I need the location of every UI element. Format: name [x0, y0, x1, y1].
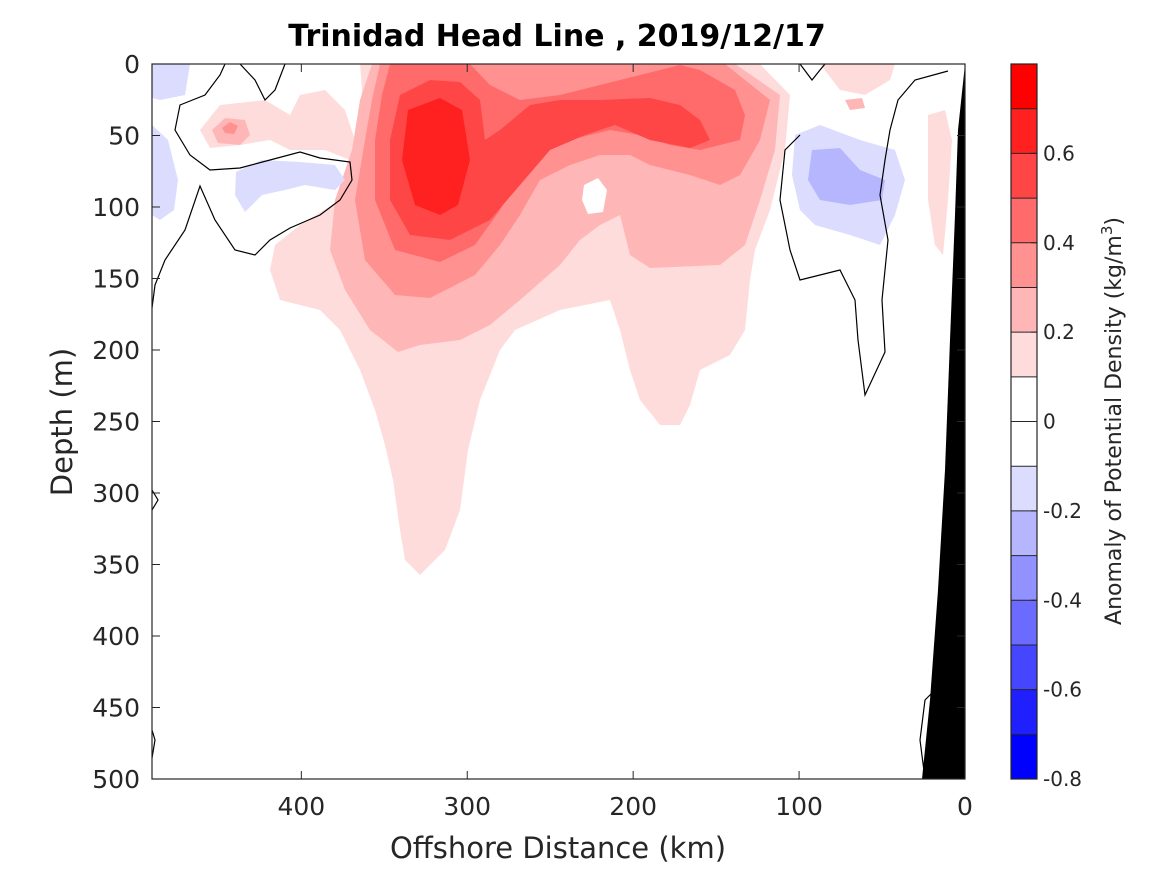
- contour-level-neg0.2-right: [808, 148, 885, 205]
- y-axis-ticks: 0 50 100 150 200 250 300 350 400 450 500: [92, 50, 965, 794]
- contour-level-neg0.1-left-c: [152, 125, 178, 220]
- y-tick-label: 100: [92, 193, 140, 222]
- x-tick-label: 400: [277, 792, 325, 821]
- seafloor-topography: [922, 64, 965, 779]
- colorbar: 0.6 0.4 0.2 0 -0.2 -0.4 -0.6 -0.8: [1010, 63, 1082, 791]
- colorbar-swatch: [1011, 555, 1037, 601]
- contour-level-0.2-patch-b: [845, 98, 865, 110]
- x-tick-label: 200: [609, 792, 657, 821]
- colorbar-swatch: [1011, 600, 1037, 645]
- colorbar-swatch: [1011, 153, 1037, 199]
- y-tick-label: 500: [92, 765, 140, 794]
- contour-level-0.1-upper-right: [820, 64, 895, 95]
- colorbar-swatch: [1011, 734, 1037, 779]
- x-axis-ticks: 400 300 200 100 0: [277, 64, 973, 821]
- colorbar-swatch: [1011, 689, 1037, 735]
- x-tick-label: 300: [443, 792, 491, 821]
- contour-level-0.1-right-patch: [928, 110, 952, 255]
- colorbar-swatch: [1011, 198, 1037, 243]
- colorbar-swatch: [1011, 376, 1037, 422]
- colorbar-tick-label: -0.6: [1043, 678, 1082, 702]
- y-tick-label: 0: [124, 50, 140, 79]
- contour-hole-zero: [582, 178, 607, 214]
- y-tick-label: 250: [92, 408, 140, 437]
- contour-level-neg0.1-left-a: [235, 160, 345, 212]
- colorbar-tick-label: 0.6: [1043, 141, 1075, 165]
- y-tick-label: 300: [92, 479, 140, 508]
- colorbar-swatch: [1011, 421, 1037, 467]
- x-tick-label: 100: [775, 792, 823, 821]
- y-axis-label: Depth (m): [45, 348, 79, 496]
- contour-level-0.6: [402, 98, 470, 215]
- colorbar-swatch: [1011, 242, 1037, 288]
- colorbar-label-superscript: 3: [1098, 226, 1116, 236]
- y-tick-label: 450: [92, 694, 140, 723]
- colorbar-tick-label: -0.2: [1043, 499, 1082, 523]
- colorbar-label-main: Anomaly of Potential Density (kg/m: [1102, 235, 1127, 625]
- y-tick-label: 150: [92, 265, 140, 294]
- colorbar-tick-label: -0.8: [1043, 767, 1082, 791]
- contour-level-0.5: [390, 80, 710, 240]
- colorbar-label-suffix: ): [1102, 217, 1127, 226]
- x-axis-label: Offshore Distance (km): [390, 831, 726, 865]
- colorbar-tick-label: 0.2: [1043, 320, 1075, 344]
- contour-level-neg0.1-left-b: [152, 64, 190, 100]
- contour-fill-layer: [152, 64, 965, 779]
- colorbar-swatch: [1011, 510, 1037, 556]
- colorbar-label: Anomaly of Potential Density (kg/m3): [1098, 217, 1127, 625]
- y-tick-label: 350: [92, 551, 140, 580]
- colorbar-swatch: [1011, 332, 1037, 377]
- colorbar-swatch: [1011, 64, 1037, 109]
- plot-area: [151, 63, 966, 780]
- colorbar-tick-label: 0.4: [1043, 231, 1075, 255]
- colorbar-tick-label: -0.4: [1043, 588, 1082, 612]
- y-tick-label: 200: [92, 336, 140, 365]
- colorbar-swatch: [1011, 287, 1037, 333]
- contour-level-0.3-patch: [222, 122, 238, 134]
- zero-contour-lines: [152, 64, 949, 779]
- y-tick-label: 50: [108, 122, 140, 151]
- colorbar-tick-label: 0: [1043, 410, 1056, 434]
- chart-title: Trinidad Head Line , 2019/12/17: [288, 19, 825, 54]
- colorbar-swatch: [1011, 644, 1037, 690]
- colorbar-swatch: [1011, 466, 1037, 511]
- colorbar-swatch: [1011, 108, 1037, 154]
- y-tick-label: 400: [92, 622, 140, 651]
- x-tick-label: 0: [957, 792, 973, 821]
